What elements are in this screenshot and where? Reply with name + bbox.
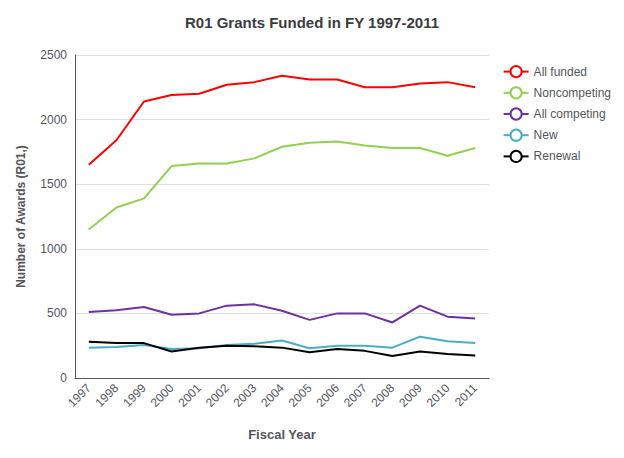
svg-text:Number of Awards (R01,): Number of Awards (R01,) (14, 145, 28, 288)
svg-text:All competing: All competing (534, 107, 606, 121)
svg-text:2003: 2003 (231, 381, 260, 410)
svg-text:2000: 2000 (148, 381, 177, 410)
svg-text:2010: 2010 (424, 381, 453, 410)
svg-text:1500: 1500 (40, 177, 67, 191)
svg-text:2007: 2007 (341, 381, 370, 410)
svg-text:2011: 2011 (452, 381, 480, 409)
svg-text:2500: 2500 (40, 48, 67, 62)
svg-text:2005: 2005 (286, 381, 315, 410)
svg-text:2004: 2004 (258, 381, 287, 410)
svg-text:Noncompeting: Noncompeting (534, 86, 611, 100)
svg-text:1000: 1000 (40, 242, 67, 256)
svg-text:Renewal: Renewal (534, 149, 581, 163)
svg-text:1998: 1998 (93, 381, 122, 410)
svg-text:All funded: All funded (534, 65, 587, 79)
svg-text:New: New (534, 128, 558, 142)
svg-text:2002: 2002 (203, 381, 232, 410)
svg-text:2001: 2001 (175, 381, 204, 410)
svg-text:1997: 1997 (65, 381, 94, 410)
svg-text:2008: 2008 (369, 381, 398, 410)
svg-text:0: 0 (60, 371, 67, 385)
svg-text:1999: 1999 (120, 381, 149, 410)
svg-text:2006: 2006 (313, 381, 342, 410)
svg-text:2009: 2009 (396, 381, 425, 410)
svg-text:2000: 2000 (40, 113, 67, 127)
svg-text:R01 Grants Funded in FY 1997-2: R01 Grants Funded in FY 1997-2011 (185, 14, 439, 31)
svg-text:Fiscal Year: Fiscal Year (248, 427, 316, 442)
svg-text:500: 500 (47, 306, 67, 320)
